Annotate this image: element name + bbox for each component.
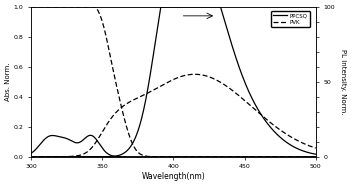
X-axis label: Wavelength(nm): Wavelength(nm) [141,172,205,181]
Legend: PPCSQ, PVK: PPCSQ, PVK [271,11,310,27]
Y-axis label: PL Intensity. Norm.: PL Intensity. Norm. [340,49,346,115]
Y-axis label: Abs. Norm.: Abs. Norm. [5,62,11,101]
